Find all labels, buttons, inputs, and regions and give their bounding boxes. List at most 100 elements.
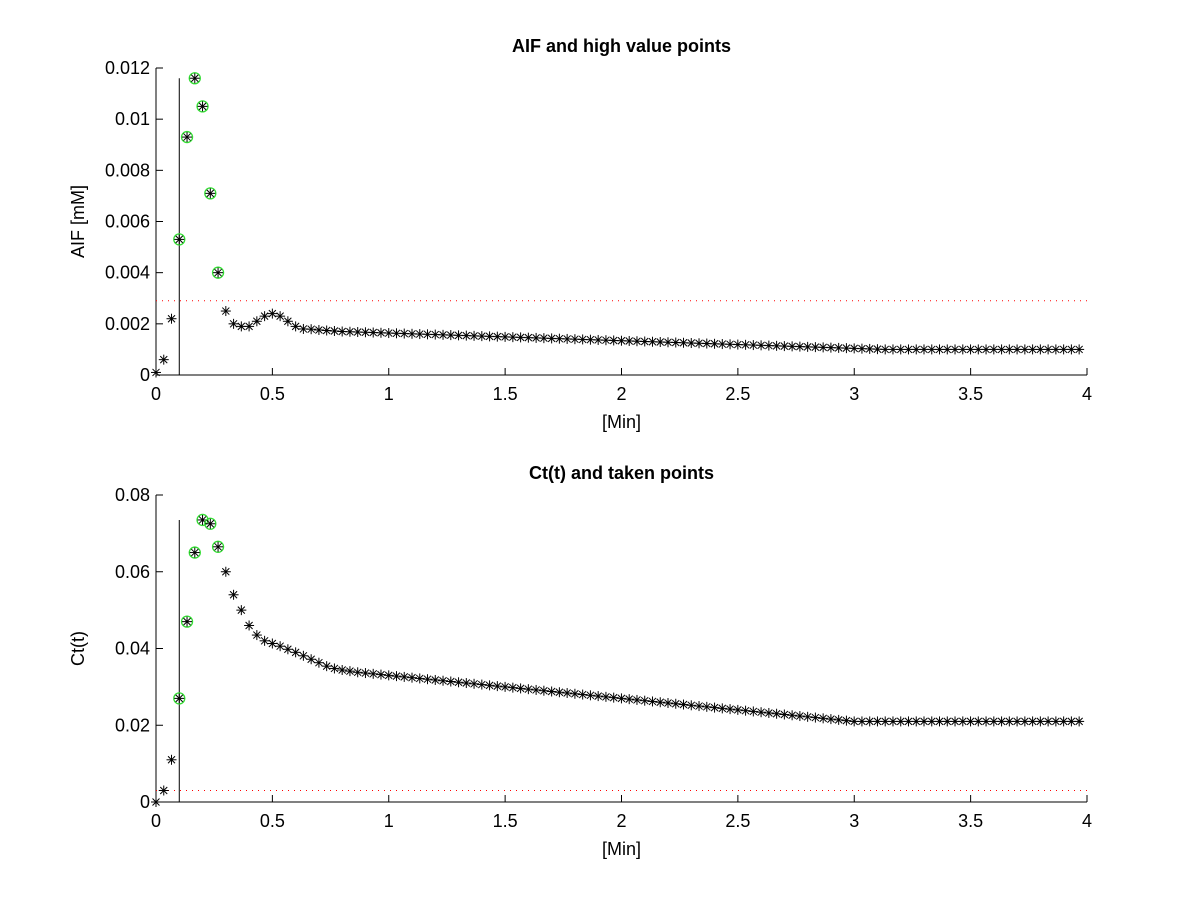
data-point xyxy=(717,339,728,350)
highlight-circle xyxy=(173,692,186,705)
y-tick-label: 0 xyxy=(140,792,150,812)
data-point xyxy=(220,306,231,317)
highlight-circle xyxy=(180,130,194,144)
data-point xyxy=(709,702,720,713)
plot-2: Ct(t) and taken points 0 0.5 1 1.5 2 2.5 3 3.5 4 0… xyxy=(68,463,1092,859)
x-tick-label: 3.5 xyxy=(958,811,983,831)
data-point xyxy=(686,700,697,711)
data-point xyxy=(577,689,588,700)
data-point xyxy=(647,336,658,347)
data-point xyxy=(182,616,193,627)
data-point xyxy=(973,716,984,727)
data-point xyxy=(639,695,650,706)
x-tick-label: 0.5 xyxy=(260,811,285,831)
data-point xyxy=(492,331,503,342)
data-point xyxy=(810,712,821,723)
x-tick-label: 0.5 xyxy=(260,384,285,404)
data-point xyxy=(864,343,875,354)
data-point xyxy=(197,101,208,112)
data-point xyxy=(903,716,914,727)
y-tick-label: 0.08 xyxy=(115,485,150,505)
x-tick-label: 3 xyxy=(849,811,859,831)
data-point xyxy=(631,694,642,705)
data-point xyxy=(298,650,309,661)
data-point xyxy=(313,324,324,335)
data-point xyxy=(1043,716,1054,727)
data-point xyxy=(500,681,511,692)
data-point xyxy=(600,691,611,702)
data-point xyxy=(267,308,278,319)
data-point xyxy=(763,707,774,718)
y-axis-label: Ct(t) xyxy=(68,631,88,666)
data-point xyxy=(725,339,736,350)
data-point xyxy=(166,754,177,765)
data-point xyxy=(321,325,332,336)
data-point xyxy=(957,344,968,355)
data-point xyxy=(182,132,193,143)
y-tick-label: 0.012 xyxy=(105,58,150,78)
data-point xyxy=(368,668,379,679)
data-point xyxy=(1027,344,1038,355)
y-tick-label: 0.06 xyxy=(115,562,150,582)
data-point xyxy=(244,620,255,631)
data-point xyxy=(290,647,301,658)
data-point xyxy=(228,589,239,600)
data-point xyxy=(213,541,224,552)
highlight-circle xyxy=(173,233,186,246)
data-point xyxy=(670,698,681,709)
data-point xyxy=(616,335,627,346)
highlight-circle xyxy=(196,100,209,113)
data-point xyxy=(802,341,813,352)
data-point xyxy=(546,333,557,344)
x-tick-label: 0 xyxy=(151,811,161,831)
data-point xyxy=(1074,344,1085,355)
data-point xyxy=(375,669,386,680)
data-point xyxy=(562,333,573,344)
data-point xyxy=(368,327,379,338)
data-point xyxy=(988,716,999,727)
data-point xyxy=(352,667,363,678)
data-point xyxy=(275,311,286,322)
data-point xyxy=(1074,716,1085,727)
data-point xyxy=(841,715,852,726)
x-tick-label: 0 xyxy=(151,384,161,404)
data-point xyxy=(492,681,503,692)
data-point xyxy=(662,697,673,708)
data-point xyxy=(717,703,728,714)
data-point xyxy=(701,701,712,712)
data-point xyxy=(523,684,534,695)
data-point xyxy=(158,785,169,796)
data-point xyxy=(259,635,270,646)
data-point xyxy=(546,686,557,697)
y-tick-label: 0.01 xyxy=(115,109,150,129)
highlight-circle xyxy=(188,72,201,85)
data-point xyxy=(391,671,402,682)
data-point xyxy=(787,710,798,721)
x-tick-label: 1.5 xyxy=(493,384,518,404)
data-point xyxy=(833,714,844,725)
data-point xyxy=(438,675,449,686)
y-tick-label: 0.008 xyxy=(105,160,150,180)
highlight-circle xyxy=(204,187,217,200)
data-point xyxy=(275,641,286,652)
data-point xyxy=(515,683,526,694)
data-point xyxy=(608,692,619,703)
x-tick-label: 2 xyxy=(616,811,626,831)
data-point xyxy=(1004,716,1015,727)
data-point xyxy=(282,644,293,655)
data-point xyxy=(554,687,565,698)
data-point xyxy=(430,674,441,685)
data-point xyxy=(771,708,782,719)
x-axis-label: [Min] xyxy=(602,839,641,859)
data-point xyxy=(344,326,355,337)
data-point xyxy=(818,713,829,724)
data-point xyxy=(313,657,324,668)
data-point xyxy=(290,321,301,332)
y-axis-label: AIF [mM] xyxy=(68,185,88,258)
data-point xyxy=(872,344,883,355)
data-point xyxy=(422,674,433,685)
data-point xyxy=(585,690,596,701)
data-point xyxy=(562,688,573,699)
data-point xyxy=(507,332,518,343)
y-tick-label: 0.002 xyxy=(105,314,150,334)
